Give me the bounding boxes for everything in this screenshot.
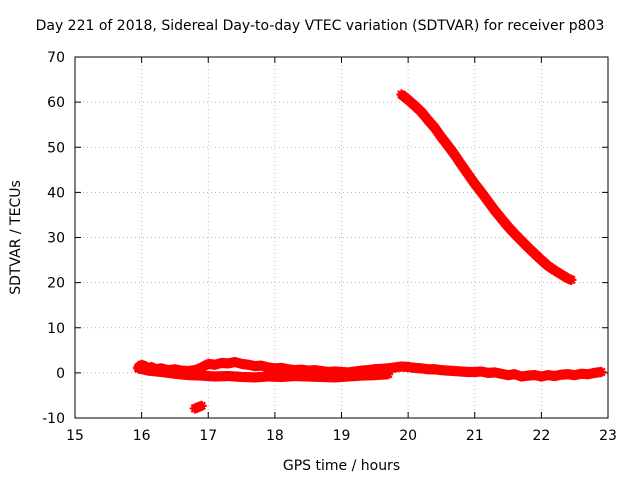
axis-ticks: 15 16 17 18 19 20 21 22 23 -10 0 10 20 30 40 50 60 70 (42, 50, 617, 444)
y-tick-label: 20 (47, 276, 65, 292)
y-tick-label: -10 (42, 411, 65, 427)
data-point (566, 274, 577, 286)
y-axis-label: SDTVAR / TECUs (8, 180, 24, 295)
x-axis-label: GPS time / hours (283, 458, 400, 474)
x-tick-label: 15 (66, 428, 84, 444)
x-tick-label: 20 (399, 428, 417, 444)
data-point (383, 369, 394, 380)
y-tick-label: 50 (47, 140, 65, 156)
data-point (596, 366, 607, 378)
data-point (196, 400, 207, 411)
chart-title: Day 221 of 2018, Sidereal Day-to-day VTE… (35, 18, 605, 34)
y-tick-label: 30 (47, 231, 65, 247)
x-tick-label: 19 (333, 428, 351, 444)
x-tick-label: 17 (199, 428, 217, 444)
x-tick-label: 22 (532, 428, 550, 444)
x-tick-label: 18 (266, 428, 284, 444)
data-points (133, 89, 607, 414)
x-tick-label: 23 (599, 428, 617, 444)
y-tick-label: 60 (47, 95, 65, 111)
y-tick-label: 0 (56, 366, 65, 382)
x-tick-label: 21 (466, 428, 484, 444)
y-tick-label: 70 (47, 50, 65, 66)
y-tick-label: 40 (47, 185, 65, 201)
y-tick-label: 10 (47, 321, 65, 337)
x-tick-label: 16 (133, 428, 151, 444)
